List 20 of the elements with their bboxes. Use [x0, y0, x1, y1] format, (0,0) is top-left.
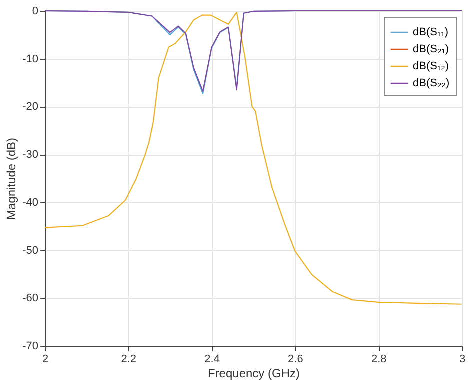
legend-label: dB(S₂₂): [413, 78, 450, 90]
y-tick-label: -60: [22, 292, 38, 305]
x-tick-label: 2: [42, 354, 49, 366]
y-axis-title: Magnitude (dB): [4, 138, 19, 220]
y-tick-label: -40: [22, 196, 38, 209]
x-tick-label: 2.6: [288, 354, 304, 366]
legend-label: dB(S₁₂): [413, 60, 450, 72]
y-tick-label: -20: [22, 101, 38, 114]
y-tick-label: 0: [32, 6, 38, 18]
x-tick-label: 2.2: [121, 354, 137, 366]
x-tick-label: 3: [459, 354, 466, 366]
y-tick-label: -70: [22, 340, 38, 352]
y-tick-label: -10: [22, 53, 38, 66]
y-tick-label: -30: [22, 149, 38, 162]
legend-label: dB(S₂₁): [413, 44, 450, 56]
y-tick-label: -50: [22, 244, 38, 257]
x-axis-title: Frequency (GHz): [208, 366, 300, 380]
legend-label: dB(S₁₁): [413, 26, 449, 38]
x-tick-label: 2.4: [204, 354, 220, 366]
x-tick-label: 2.8: [371, 354, 387, 366]
